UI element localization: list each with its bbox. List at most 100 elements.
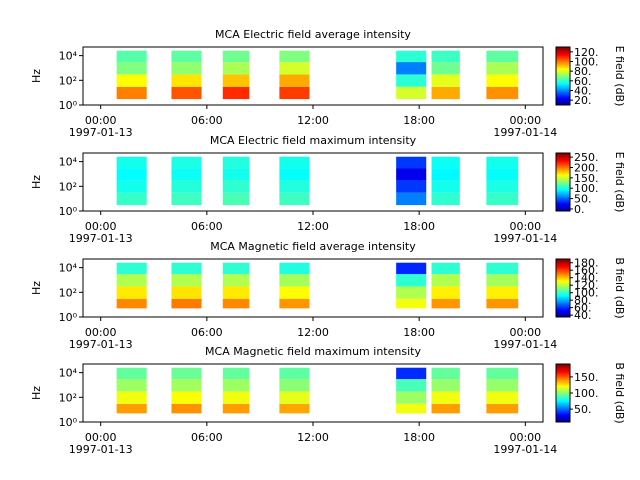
spectrogram-cell: [396, 298, 427, 309]
colorbar-slice: [556, 162, 570, 165]
colorbar-slice: [556, 260, 570, 262]
spectrogram-cell: [431, 367, 460, 380]
colorbar-slice: [556, 68, 570, 71]
plot-frame: [82, 46, 544, 106]
colorbar-frame: [555, 258, 571, 318]
colorbar-slice: [556, 63, 570, 66]
spectrogram-cell: [116, 403, 147, 414]
spectrogram-cell: [116, 192, 147, 206]
colorbar-slice: [556, 80, 570, 83]
colorbar-slice: [556, 280, 570, 283]
spectrogram-cell: [486, 180, 519, 193]
spectrogram-cell: [396, 156, 427, 169]
y-tick-label: 10⁰: [59, 99, 78, 112]
colorbar-slice: [556, 370, 570, 372]
spectrogram-cell: [171, 403, 202, 414]
x-tick-label: 12:00: [297, 220, 329, 233]
colorbar-slice: [556, 85, 570, 88]
colorbar-tick-label: 100.: [574, 182, 599, 195]
spectrogram-cell: [431, 156, 460, 169]
colorbar-slice: [556, 56, 570, 59]
spectrogram-cell: [396, 86, 427, 100]
colorbar-slice: [556, 290, 570, 293]
colorbar-slice: [556, 374, 570, 377]
x-tick-label: 06:00: [191, 326, 223, 339]
colorbar-slice: [556, 169, 570, 172]
colorbar-slice: [556, 269, 570, 272]
colorbar-slice: [556, 403, 570, 406]
spectrogram-cell: [116, 180, 147, 193]
spectrogram-cell: [431, 62, 460, 75]
spectrogram-cell: [431, 298, 460, 309]
colorbar-slice: [556, 65, 570, 67]
colorbar-slice: [556, 98, 570, 101]
colorbar-slice: [556, 397, 570, 400]
spectrogram-cell: [396, 391, 427, 404]
y-tick-label: 10²: [59, 180, 77, 193]
colorbar-slice: [556, 183, 570, 185]
spectrogram-cell: [431, 180, 460, 193]
spectrogram-cell: [171, 74, 202, 87]
panel-title: MCA Electric field average intensity: [215, 28, 411, 41]
date-label: 1997-01-14: [493, 443, 557, 456]
spectrogram-cell: [431, 86, 460, 100]
colorbar-slice: [556, 50, 570, 53]
colorbar-slice: [556, 306, 570, 308]
colorbar-slice: [556, 185, 570, 188]
colorbar-slice: [556, 202, 570, 205]
colorbar-slice: [556, 71, 570, 73]
colorbar-tick-label: 120.: [574, 279, 599, 292]
spectrogram-cell: [431, 50, 460, 63]
colorbar-slice: [556, 72, 570, 75]
colorbar-slice: [556, 275, 570, 278]
spectrogram-cell: [116, 156, 147, 169]
colorbar-slice: [556, 390, 570, 393]
colorbar-slice: [556, 197, 570, 200]
colorbar-slice: [556, 191, 570, 194]
plot-frame: [82, 363, 544, 423]
spectrogram-cell: [222, 168, 250, 181]
colorbar-tick-label: 100.: [574, 287, 599, 300]
spectrogram-cell: [431, 74, 460, 87]
spectrogram-cell: [171, 298, 202, 309]
x-tick-label: 00:00: [509, 220, 541, 233]
x-tick-label: 06:00: [191, 114, 223, 127]
colorbar-tick-label: 60.: [574, 75, 592, 88]
y-axis-label: Hz: [30, 386, 43, 400]
colorbar-slice: [556, 95, 570, 98]
colorbar-slice: [556, 297, 570, 300]
colorbar-slice: [556, 368, 570, 371]
x-tick-label: 06:00: [191, 220, 223, 233]
colorbar-slice: [556, 385, 570, 388]
panel-title: MCA Magnetic field average intensity: [210, 240, 416, 253]
colorbar-slice: [556, 157, 570, 160]
colorbar-slice: [556, 55, 570, 58]
colorbar-slice: [556, 200, 570, 202]
x-tick-label: 00:00: [85, 220, 117, 233]
y-tick-label: 10⁴: [59, 262, 78, 275]
colorbar-slice: [556, 192, 570, 195]
date-label: 1997-01-14: [493, 338, 557, 351]
x-tick-label: 00:00: [509, 431, 541, 444]
colorbar-slice: [556, 382, 570, 384]
spectrogram-cell: [486, 379, 519, 392]
colorbar-slice: [556, 79, 570, 82]
spectrogram-cell: [171, 192, 202, 206]
colorbar-slice: [556, 291, 570, 294]
spectrogram-cell: [431, 391, 460, 404]
colorbar-slice: [556, 395, 570, 398]
spectrogram-cell: [486, 262, 519, 275]
y-tick-label: 10⁰: [59, 205, 78, 218]
colorbar-slice: [556, 74, 570, 77]
colorbar-slice: [556, 414, 570, 417]
colorbar-tick-label: 100.: [574, 387, 599, 400]
spectrogram-cell: [486, 192, 519, 206]
y-axis-label: Hz: [30, 281, 43, 295]
colorbar-slice: [556, 396, 570, 399]
spectrogram-cell: [396, 274, 427, 287]
y-tick-label: 10²: [59, 286, 77, 299]
spectrogram-cell: [431, 286, 460, 299]
colorbar-slice: [556, 268, 570, 271]
colorbar-slice: [556, 262, 570, 265]
spectrogram-cell: [171, 156, 202, 169]
